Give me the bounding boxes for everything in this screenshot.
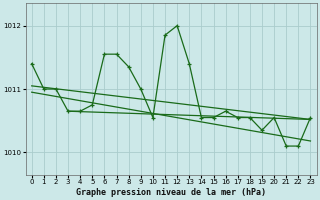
X-axis label: Graphe pression niveau de la mer (hPa): Graphe pression niveau de la mer (hPa) bbox=[76, 188, 266, 197]
